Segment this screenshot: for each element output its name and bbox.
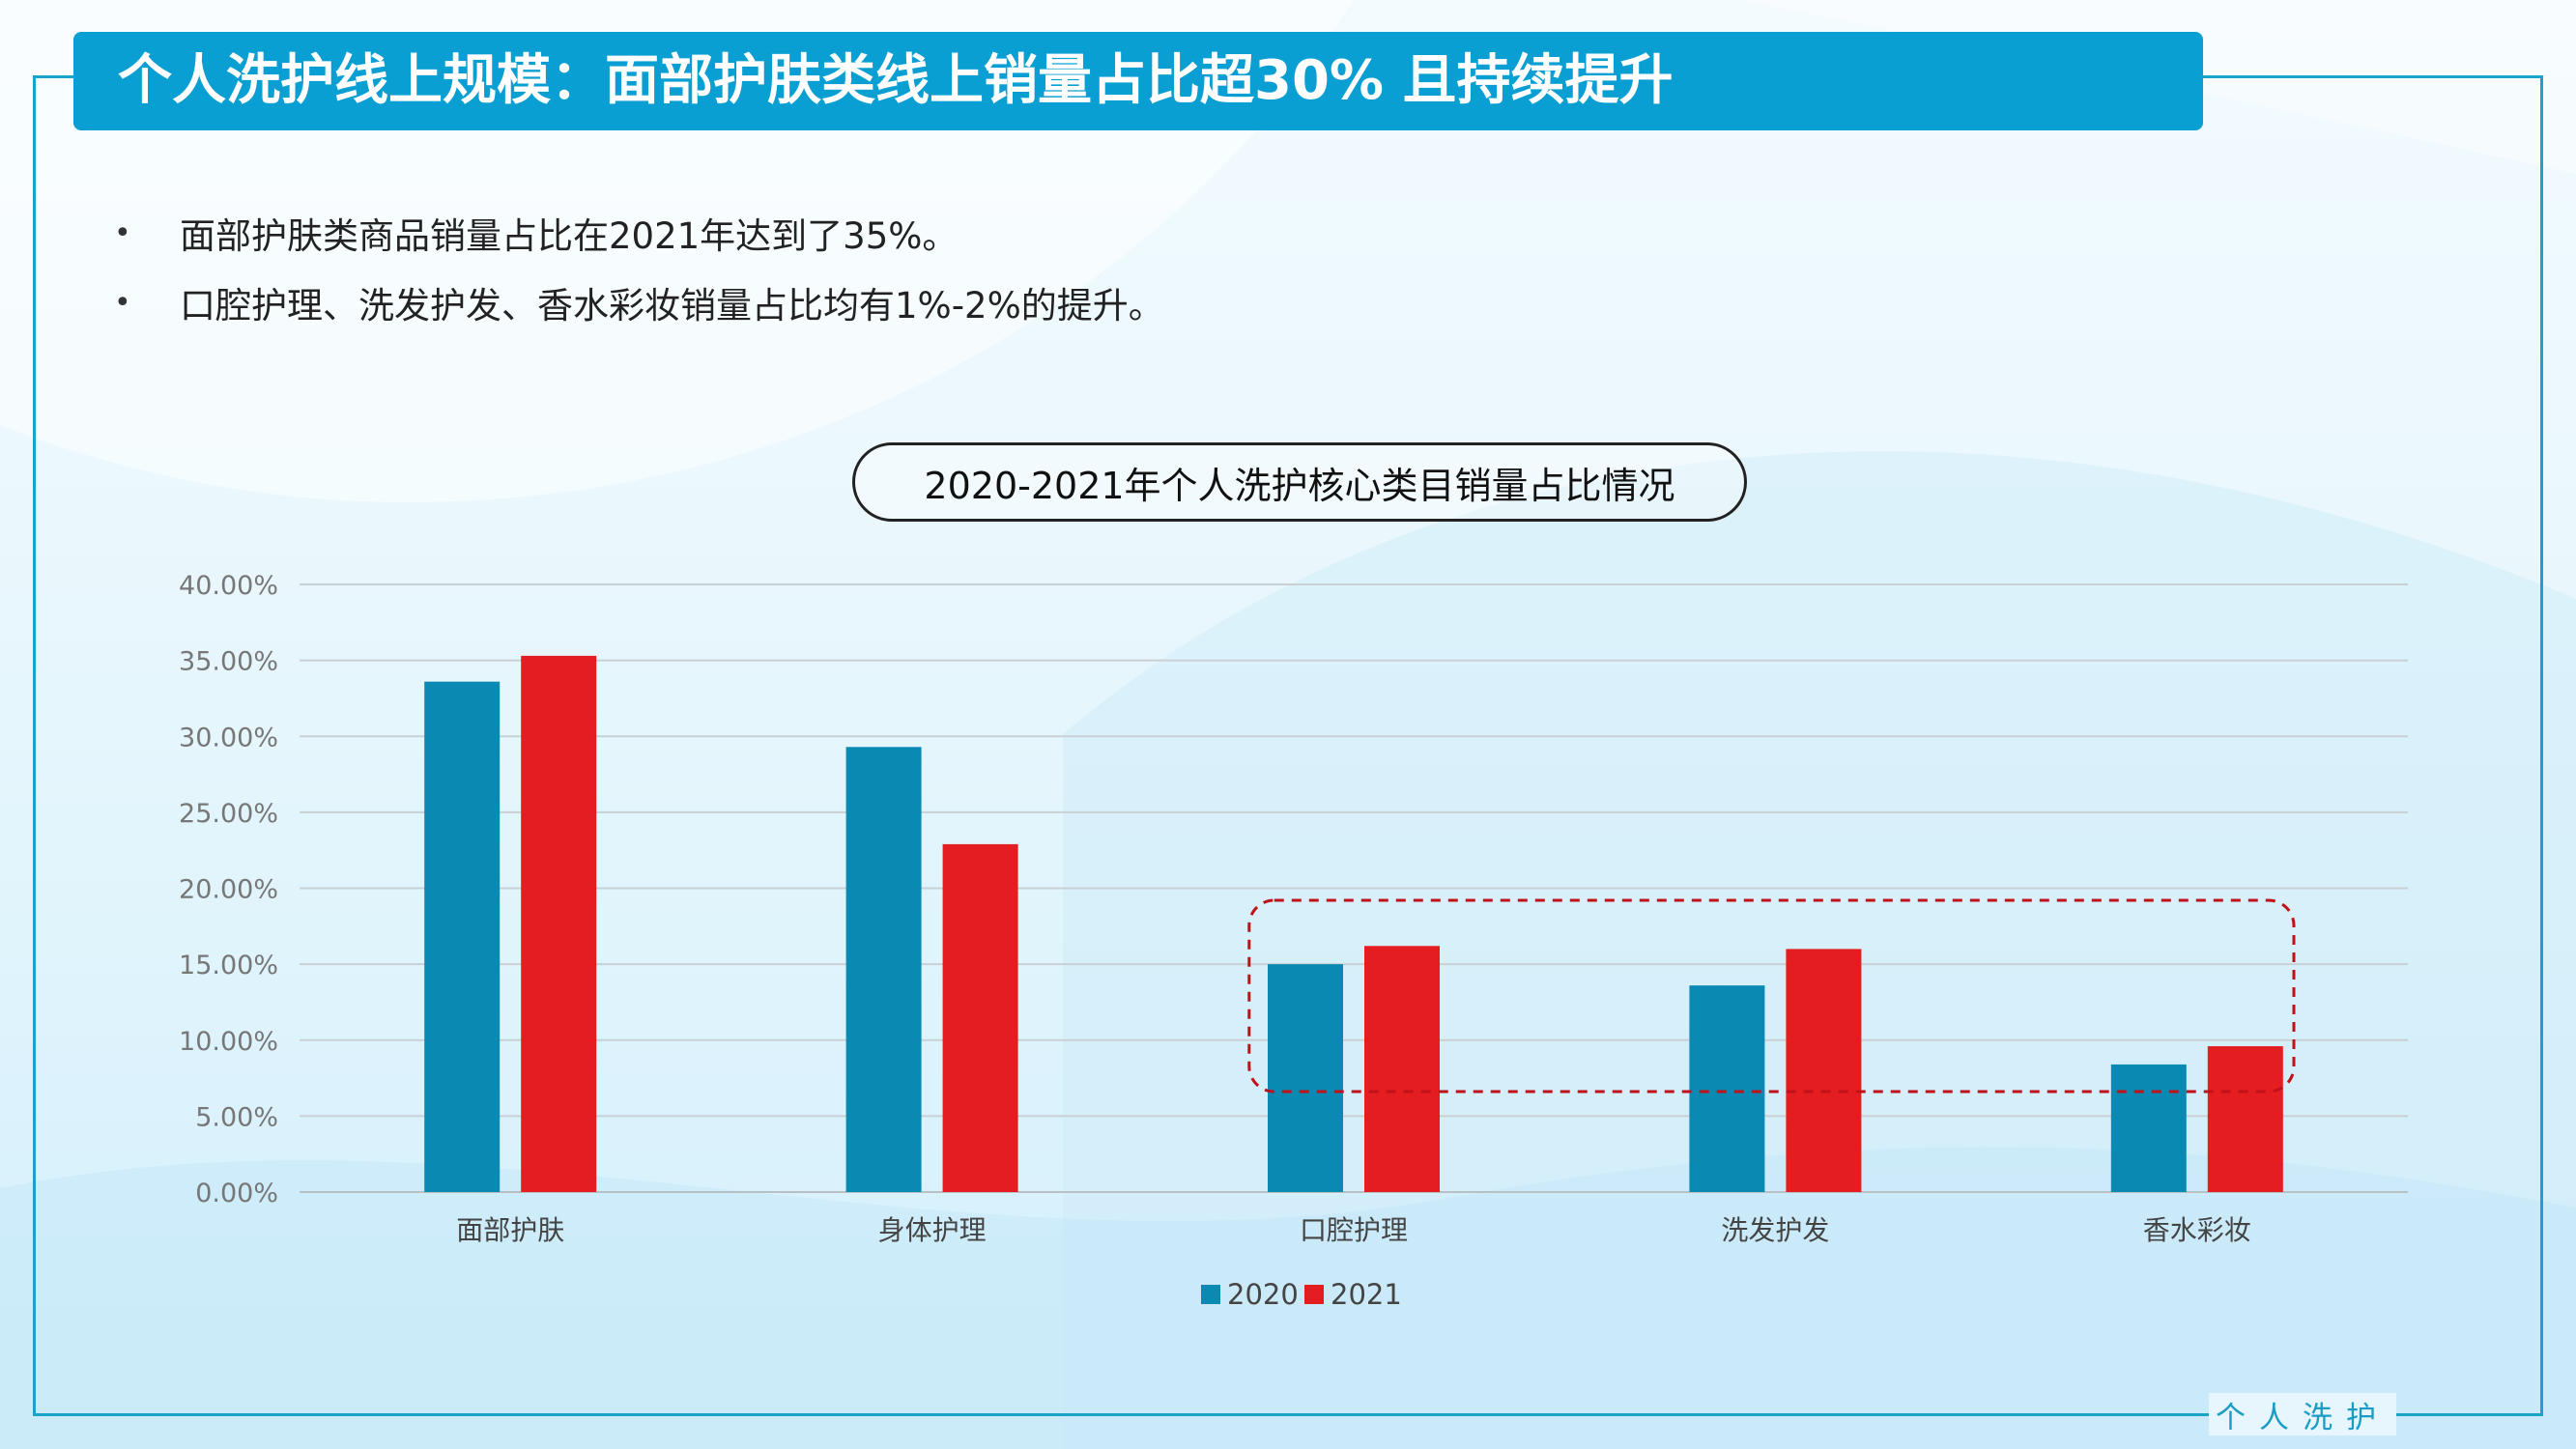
y-tick-label: 20.00% — [179, 875, 278, 905]
y-tick-label: 25.00% — [179, 799, 278, 829]
bar-2020 — [424, 681, 501, 1192]
bullet-item: • 口腔护理、洗发护发、香水彩妆销量占比均有1%-2%的提升。 — [114, 268, 1164, 337]
bar-2021 — [2207, 1046, 2283, 1192]
bullet-item: • 面部护肤类商品销量占比在2021年达到了35%。 — [114, 198, 1164, 268]
legend-swatch-2021 — [1304, 1285, 1324, 1304]
bullet-dot-icon: • — [114, 285, 131, 320]
bar-2021 — [1786, 949, 1862, 1192]
legend-swatch-2020 — [1201, 1285, 1220, 1304]
page-title: 个人洗护线上规模：面部护肤类线上销量占比超30% 且持续提升 — [73, 32, 2203, 130]
y-tick-label: 0.00% — [195, 1179, 278, 1208]
bar-2020 — [1268, 964, 1343, 1192]
bar-2020 — [1689, 985, 1765, 1192]
bullet-text: 口腔护理、洗发护发、香水彩妆销量占比均有1%-2%的提升。 — [180, 285, 1164, 327]
bar-2020 — [2110, 1064, 2187, 1192]
y-tick-label: 5.00% — [195, 1102, 278, 1132]
bullet-list: • 面部护肤类商品销量占比在2021年达到了35%。 • 口腔护理、洗发护发、香… — [114, 198, 1164, 337]
bullet-text: 面部护肤类商品销量占比在2021年达到了35%。 — [180, 215, 959, 257]
legend-label-2021: 2021 — [1331, 1278, 1402, 1311]
x-category-label: 面部护肤 — [456, 1214, 564, 1246]
bar-2020 — [845, 747, 922, 1192]
x-category-label: 口腔护理 — [1300, 1214, 1408, 1246]
legend-label-2020: 2020 — [1227, 1278, 1299, 1311]
bar-2021 — [942, 843, 1018, 1192]
y-tick-label: 40.00% — [179, 571, 278, 601]
y-tick-label: 10.00% — [179, 1027, 278, 1057]
x-category-label: 身体护理 — [878, 1214, 987, 1246]
bar-2021 — [521, 655, 597, 1192]
x-category-label: 洗发护发 — [1721, 1214, 1829, 1246]
y-tick-label: 15.00% — [179, 951, 278, 980]
bar-2021 — [1364, 946, 1440, 1192]
chart-title: 2020-2021年个人洗护核心类目销量占比情况 — [852, 442, 1747, 522]
footer-label: 个人洗护 — [2209, 1393, 2396, 1435]
x-category-label: 香水彩妆 — [2143, 1214, 2251, 1246]
y-tick-label: 30.00% — [179, 723, 278, 753]
highlight-box — [1247, 898, 2296, 1094]
y-tick-label: 35.00% — [179, 647, 278, 677]
bullet-dot-icon: • — [114, 215, 131, 250]
